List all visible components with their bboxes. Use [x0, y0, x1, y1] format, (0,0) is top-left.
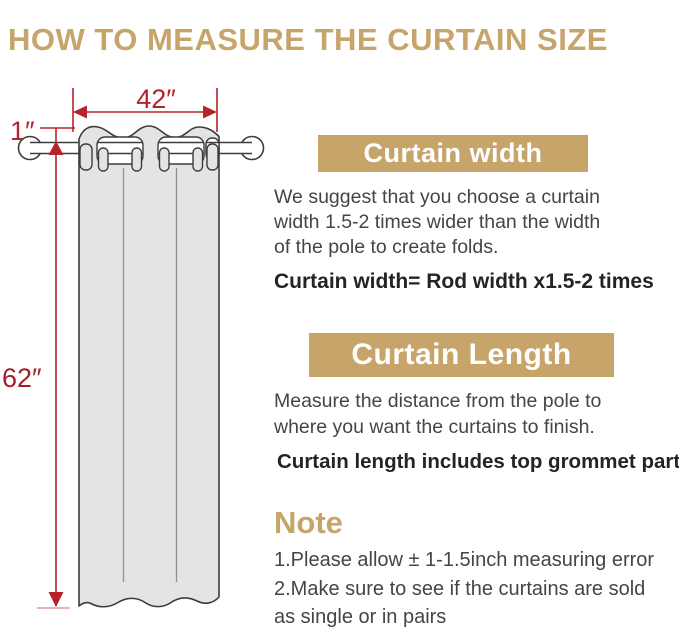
note-list: 1.Please allow ± 1-1.5inch measuring err…: [274, 546, 654, 632]
grommet-top-label: 1″: [10, 116, 35, 146]
note-item: 2.Make sure to see if the curtains are s…: [274, 577, 646, 600]
note-item: as single or in pairs: [274, 606, 447, 628]
curtain-length-description: Measure the distance from the pole to wh…: [274, 388, 601, 440]
text-line: Measure the distance from the pole to: [274, 390, 602, 412]
curtain-length-heading-label: Curtain Length: [351, 338, 572, 371]
curtain-panel: [78, 125, 220, 608]
curtain-length-heading: Curtain Length: [309, 333, 614, 377]
curtain-width-heading-label: Curtain width: [363, 138, 543, 168]
text-line: We suggest that you choose a curtain: [274, 186, 600, 208]
length-dimension: 62″: [2, 128, 70, 609]
width-dimension-label: 42″: [136, 84, 176, 114]
note-item: 1.Please allow ± 1-1.5inch measuring err…: [274, 549, 655, 571]
page-title: HOW TO MEASURE THE CURTAIN SIZE: [8, 21, 608, 57]
text-line: width 1.5-2 times wider than the width: [274, 211, 601, 233]
length-dimension-label: 62″: [2, 363, 42, 393]
note-heading: Note: [274, 505, 343, 540]
grommet-top-dimension: 1″: [10, 116, 75, 146]
text-line: of the pole to create folds.: [274, 236, 499, 258]
grommet-loops: [79, 143, 219, 172]
curtain-measure-diagram: 42″ 1″ 62″: [2, 84, 265, 609]
curtain-width-description: We suggest that you choose a curtain wid…: [274, 185, 600, 260]
text-line: where you want the curtains to finish.: [274, 416, 595, 438]
curtain-width-formula: Curtain width= Rod width x1.5-2 times: [274, 270, 654, 293]
curtain-length-formula: Curtain length includes top grommet part: [277, 450, 679, 473]
width-dimension: 42″: [72, 84, 218, 132]
curtain-width-heading: Curtain width: [318, 135, 588, 172]
